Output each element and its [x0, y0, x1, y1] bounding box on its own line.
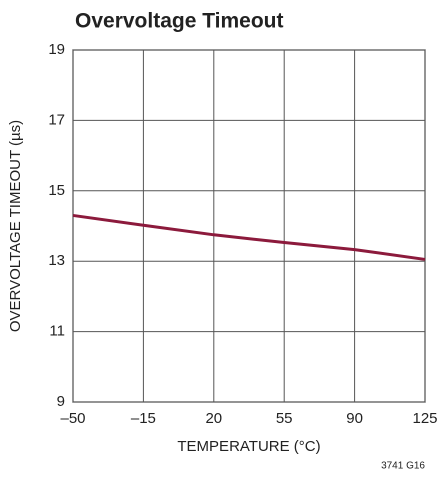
- y-tick-label: 15: [48, 182, 65, 199]
- chart-title: Overvoltage Timeout: [75, 10, 284, 33]
- x-tick-label: –50: [60, 410, 85, 427]
- x-tick-label: 20: [205, 410, 222, 427]
- y-tick-label: 13: [48, 252, 65, 269]
- x-tick-label: –15: [131, 410, 156, 427]
- x-tick-label: 90: [346, 410, 363, 427]
- y-tick-label: 9: [57, 393, 65, 410]
- y-tick-label: 17: [48, 111, 65, 128]
- x-axis-label: TEMPERATURE (°C): [177, 438, 320, 455]
- x-tick-label: 125: [412, 410, 437, 427]
- y-tick-label: 11: [49, 323, 65, 340]
- figure-note: 3741 G16: [381, 461, 425, 472]
- x-tick-label: 55: [276, 410, 293, 427]
- y-tick-label: 19: [48, 41, 65, 58]
- y-axis-label: OVERVOLTAGE TIMEOUT (µs): [7, 120, 24, 332]
- data-line: [72, 213, 426, 261]
- plot-frame: [72, 49, 426, 403]
